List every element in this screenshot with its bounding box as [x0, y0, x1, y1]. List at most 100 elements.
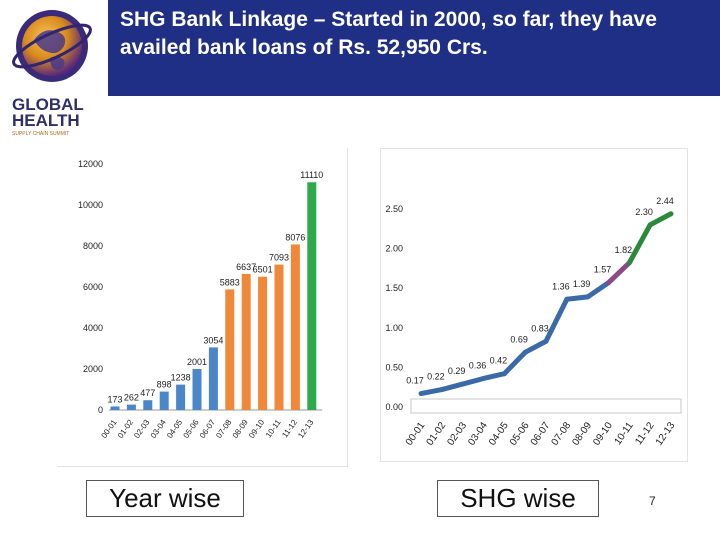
y-tick-label: 12000 — [78, 159, 103, 169]
data-label: 2.30 — [635, 207, 653, 217]
shg-wise-chart: 0.00 0.50 1.00 1.50 2.00 2.50 0.17 00-01 0.22 01-… — [380, 148, 688, 462]
data-label: 0.29 — [448, 366, 466, 376]
data-label: 2.44 — [656, 196, 674, 206]
y-tick-label: 1.00 — [385, 323, 403, 333]
data-label: 0.36 — [469, 360, 487, 370]
shg-wise-caption: SHG wise — [437, 480, 599, 517]
bar — [241, 273, 251, 410]
x-tick-label: 00-01 — [404, 420, 428, 448]
data-label: 11110 — [300, 170, 323, 180]
x-tick-label: 05-06 — [182, 418, 201, 440]
data-label: 1.36 — [552, 281, 570, 291]
y-tick-label: 4000 — [83, 323, 103, 333]
data-label: 7093 — [269, 253, 289, 263]
x-tick-label: 12-13 — [296, 418, 315, 440]
series-segment — [501, 349, 528, 377]
x-tick-label: 11-12 — [280, 418, 299, 440]
data-label: 1.57 — [594, 265, 612, 275]
series-segment — [522, 338, 549, 355]
x-tick-label: 00-01 — [100, 418, 119, 440]
data-label: 0.42 — [490, 356, 508, 366]
page-title: SHG Bank Linkage – Started in 2000, so f… — [120, 8, 657, 59]
x-tick-label: 12-13 — [654, 420, 678, 448]
shg-wise-line-chart: 0.00 0.50 1.00 1.50 2.00 2.50 0.17 00-01 0.22 01-… — [385, 196, 682, 448]
x-tick-label: 06-07 — [198, 418, 217, 440]
bar — [208, 347, 218, 410]
series-segment — [564, 294, 591, 302]
bar — [126, 404, 136, 410]
y-tick-label: 2.00 — [385, 244, 403, 254]
year-wise-bar-chart: 0 2000 4000 6000 8000 10000 12000 173 00-01 262 01… — [78, 159, 323, 440]
x-tick-label: 02-03 — [132, 418, 151, 440]
bar — [307, 182, 317, 410]
data-label: 0.69 — [510, 334, 528, 344]
x-tick-label: 04-05 — [165, 418, 184, 440]
data-label: 5883 — [220, 277, 240, 287]
x-tick-label: 08-09 — [231, 418, 250, 440]
series-segment — [606, 260, 632, 286]
x-tick-label: 11-12 — [633, 420, 657, 447]
data-label: 173 — [107, 394, 122, 404]
globe-icon: GLOBAL HEALTH SUPPLY CHAIN SUMMIT — [12, 10, 92, 137]
bar — [159, 391, 169, 410]
bar — [290, 244, 300, 410]
series-segment — [626, 222, 653, 266]
data-label: 1238 — [171, 373, 191, 383]
data-label: 6501 — [253, 265, 273, 275]
year-wise-chart: 0 2000 4000 6000 8000 10000 12000 173 00-01 262 01… — [57, 148, 348, 467]
x-tick-label: 07-08 — [214, 418, 233, 440]
data-label: 0.17 — [406, 376, 424, 386]
x-tick-label: 05-06 — [508, 420, 532, 448]
y-tick-label: 2000 — [83, 364, 103, 374]
data-label: 1.82 — [615, 245, 633, 255]
data-label: 898 — [157, 380, 172, 390]
x-tick-label: 01-02 — [116, 418, 135, 440]
data-label: 0.83 — [531, 323, 549, 333]
x-tick-label: 08-09 — [570, 420, 594, 448]
logo-line1: GLOBAL — [12, 95, 84, 114]
data-label: 8076 — [285, 232, 305, 242]
y-tick-label: 6000 — [83, 282, 103, 292]
year-wise-caption: Year wise — [86, 480, 244, 517]
global-health-logo: GLOBAL HEALTH SUPPLY CHAIN SUMMIT — [0, 0, 108, 140]
y-tick-label: 10000 — [78, 200, 103, 210]
bar — [176, 384, 186, 410]
series-segment — [647, 211, 674, 228]
y-tick-label: 1.50 — [385, 283, 403, 293]
y-tick-label: 0.00 — [385, 402, 403, 412]
data-label: 477 — [140, 388, 155, 398]
y-tick-label: 0 — [98, 405, 103, 415]
bar — [192, 368, 202, 410]
logo-line2: HEALTH — [12, 111, 80, 130]
bar — [274, 264, 284, 410]
series-segment — [460, 375, 486, 387]
x-tick-label: 03-04 — [466, 420, 490, 448]
bar — [110, 406, 120, 410]
series-segment — [481, 371, 507, 381]
series-segment — [439, 381, 466, 393]
data-label: 3054 — [203, 335, 223, 345]
x-tick-label: 10-11 — [613, 420, 637, 447]
x-tick-label: 09-10 — [247, 418, 266, 440]
x-tick-label: 04-05 — [487, 420, 511, 448]
x-tick-label: 06-07 — [529, 420, 553, 448]
x-tick-label: 10-11 — [264, 418, 283, 440]
logo-tagline: SUPPLY CHAIN SUMMIT — [12, 131, 69, 137]
data-label: 6637 — [236, 262, 256, 272]
data-label: 262 — [124, 393, 139, 403]
data-label: 0.22 — [427, 372, 445, 382]
x-tick-label: 01-02 — [425, 420, 449, 448]
y-tick-label: 2.50 — [385, 204, 403, 214]
bar — [258, 276, 268, 410]
x-tick-label: 07-08 — [550, 420, 574, 448]
x-tick-label: 02-03 — [445, 420, 469, 448]
y-tick-label: 0.50 — [385, 362, 403, 372]
data-label: 1.39 — [573, 279, 591, 289]
header-bar: SHG Bank Linkage – Started in 2000, so f… — [108, 0, 720, 96]
x-axis-frame — [410, 398, 682, 414]
y-tick-label: 8000 — [83, 241, 103, 251]
series-segment — [418, 387, 445, 397]
series-segment — [543, 296, 570, 344]
data-label: 2001 — [187, 357, 207, 367]
series-segment — [585, 280, 611, 300]
